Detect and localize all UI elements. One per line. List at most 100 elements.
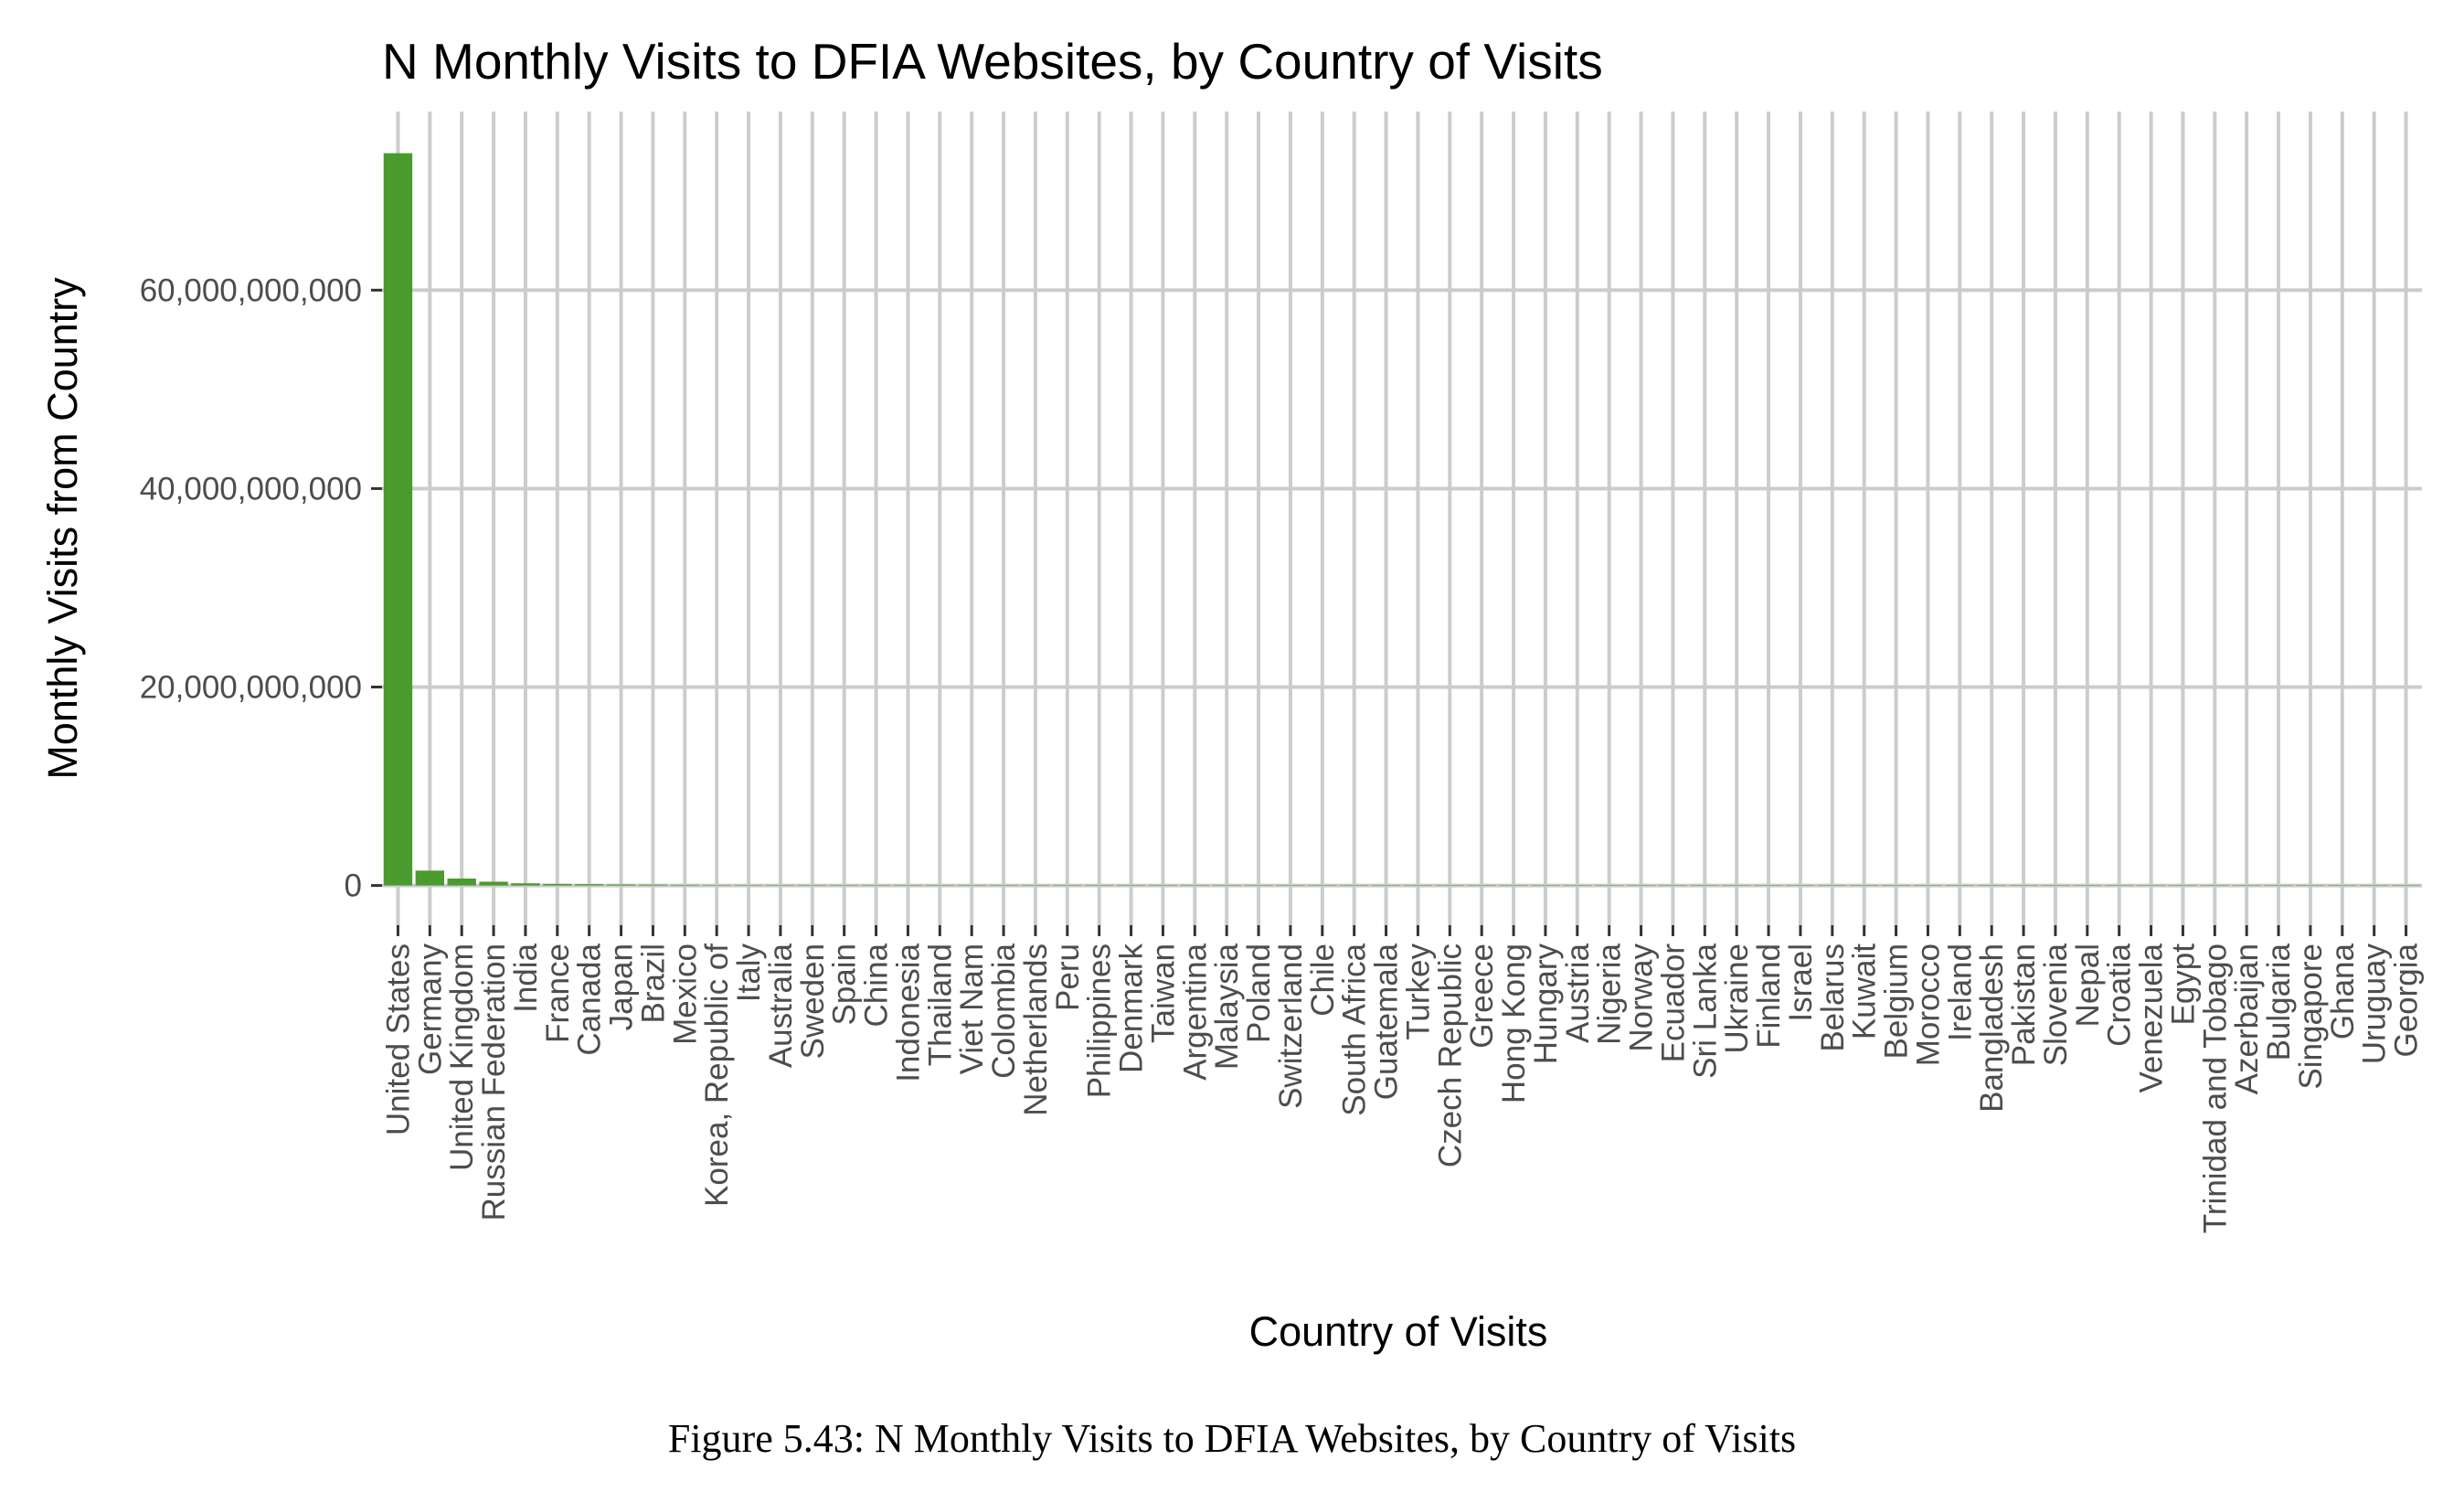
bar bbox=[1754, 885, 1783, 886]
bar bbox=[1403, 885, 1433, 886]
x-tick-label: Ghana bbox=[2325, 943, 2361, 1039]
bar bbox=[606, 884, 636, 886]
bar bbox=[925, 885, 955, 886]
x-tick-label: Nigeria bbox=[1592, 943, 1628, 1044]
bar bbox=[1084, 885, 1114, 886]
x-tick-label: Czech Republic bbox=[1432, 943, 1468, 1167]
x-tick-label: Ireland bbox=[1942, 943, 1978, 1041]
x-tick-label: Georgia bbox=[2389, 943, 2425, 1057]
x-tick-label: Venezuela bbox=[2134, 943, 2170, 1092]
x-tick-label: Ukraine bbox=[1719, 943, 1755, 1054]
x-tick-label: Denmark bbox=[1114, 943, 1150, 1073]
bar bbox=[1849, 885, 1879, 886]
y-tick-label: 60,000,000,000 bbox=[140, 272, 362, 308]
x-tick-label: Taiwan bbox=[1145, 943, 1181, 1043]
x-tick-label: Hong Kong bbox=[1496, 943, 1532, 1103]
x-tick-label: United Kingdom bbox=[444, 943, 480, 1171]
bar bbox=[1722, 885, 1751, 886]
bar bbox=[1818, 885, 1847, 886]
x-tick-label: Colombia bbox=[986, 943, 1022, 1078]
x-tick-label: Uruguay bbox=[2357, 943, 2393, 1065]
bar bbox=[829, 885, 859, 886]
x-tick-label: Hungary bbox=[1528, 943, 1564, 1065]
x-tick-label: Philippines bbox=[1082, 943, 1118, 1098]
bar bbox=[1594, 885, 1624, 886]
x-tick-label: Sri Lanka bbox=[1687, 943, 1723, 1078]
bar bbox=[1021, 885, 1050, 886]
bar bbox=[2264, 885, 2293, 886]
bar bbox=[1945, 885, 1975, 886]
bar bbox=[1531, 885, 1560, 886]
bar bbox=[2359, 885, 2389, 886]
x-tick-label: Spain bbox=[827, 943, 863, 1026]
bar bbox=[2104, 885, 2134, 886]
bar bbox=[447, 878, 476, 886]
x-tick-label: Nepal bbox=[2070, 943, 2106, 1027]
x-tick-label: Morocco bbox=[1910, 943, 1946, 1066]
bar bbox=[2296, 885, 2325, 886]
x-tick-label: United States bbox=[380, 943, 416, 1135]
bar bbox=[383, 153, 413, 886]
bar bbox=[1786, 885, 1815, 886]
bar bbox=[1690, 885, 1720, 886]
x-tick-label: Bulgaria bbox=[2261, 943, 2297, 1060]
x-tick-label: Thailand bbox=[922, 943, 958, 1066]
bar bbox=[415, 870, 445, 886]
x-tick-label: Japan bbox=[604, 943, 640, 1030]
bar bbox=[2009, 885, 2038, 886]
bar bbox=[2232, 885, 2261, 886]
bar bbox=[1116, 885, 1146, 886]
x-tick-label: Austria bbox=[1560, 943, 1596, 1042]
bar bbox=[1658, 885, 1688, 886]
gridlines bbox=[382, 112, 2422, 925]
bar bbox=[798, 885, 827, 886]
bar bbox=[2136, 885, 2166, 886]
bar bbox=[1435, 885, 1465, 886]
bar bbox=[1308, 885, 1337, 886]
x-tick-label: Argentina bbox=[1177, 943, 1213, 1080]
bar bbox=[1148, 885, 1178, 886]
x-tick-label: Switzerland bbox=[1273, 943, 1309, 1109]
x-tick-label: Malaysia bbox=[1209, 943, 1245, 1070]
bar bbox=[957, 885, 986, 886]
x-tick-label: Turkey bbox=[1400, 943, 1436, 1040]
x-tick-label: Egypt bbox=[2165, 943, 2201, 1026]
bar bbox=[638, 884, 668, 886]
bar bbox=[1977, 885, 2006, 886]
bar bbox=[1276, 885, 1305, 886]
x-tick-label: Finland bbox=[1751, 943, 1787, 1049]
bar bbox=[893, 885, 923, 886]
x-tick-label: Belgium bbox=[1879, 943, 1915, 1059]
bar bbox=[2168, 885, 2198, 886]
bar bbox=[2328, 885, 2357, 886]
x-tick-label: Brazil bbox=[635, 943, 671, 1024]
bar bbox=[734, 885, 763, 886]
bar bbox=[2073, 885, 2102, 886]
x-axis-title: Country of Visits bbox=[1249, 1308, 1548, 1355]
bar bbox=[1244, 885, 1273, 886]
x-tick-label: Slovenia bbox=[2038, 943, 2074, 1066]
bar bbox=[1339, 885, 1369, 886]
x-tick-label: Australia bbox=[763, 943, 799, 1068]
bar bbox=[2391, 885, 2421, 886]
chart-title: N Monthly Visits to DFIA Websites, by Co… bbox=[382, 33, 1603, 90]
bar bbox=[1499, 885, 1528, 886]
x-tick-label: South Africa bbox=[1337, 943, 1373, 1115]
x-tick-label: Germany bbox=[412, 943, 448, 1075]
bar bbox=[1626, 885, 1656, 886]
bar bbox=[861, 885, 891, 886]
bar bbox=[543, 883, 572, 886]
x-tick-label: Chile bbox=[1305, 943, 1341, 1017]
x-tick-label: Kuwait bbox=[1847, 943, 1883, 1039]
x-tick-label: Pakistan bbox=[2006, 943, 2042, 1066]
x-tick-label: Mexico bbox=[667, 943, 703, 1045]
bar bbox=[702, 885, 731, 886]
x-tick-label: Guatemala bbox=[1369, 943, 1405, 1100]
x-tick-label: Netherlands bbox=[1018, 943, 1054, 1116]
bar bbox=[1467, 885, 1496, 886]
x-tick-label: India bbox=[508, 943, 544, 1012]
x-tick-label: Israel bbox=[1783, 943, 1819, 1022]
x-tick-label: Sweden bbox=[795, 943, 831, 1059]
bar bbox=[511, 883, 540, 886]
x-tick-label: Belarus bbox=[1815, 943, 1851, 1052]
